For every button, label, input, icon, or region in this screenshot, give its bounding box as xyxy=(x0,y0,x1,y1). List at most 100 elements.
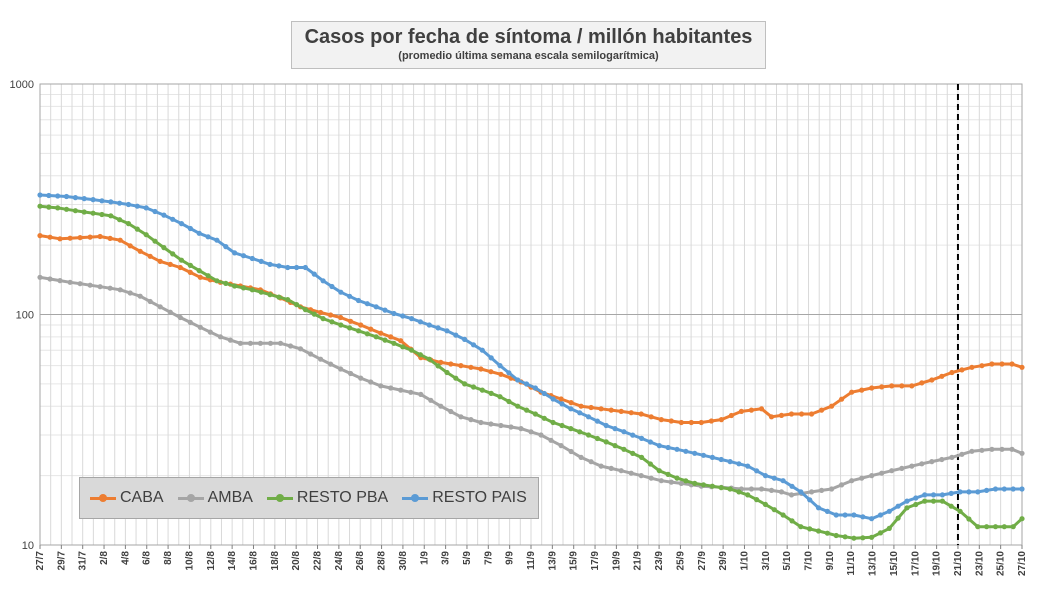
data-point-resto-pba xyxy=(612,443,618,449)
x-tick-label: 21/10 xyxy=(953,551,964,576)
data-point-caba xyxy=(77,235,83,241)
y-tick-label: 10 xyxy=(22,540,34,552)
data-point-resto-pba xyxy=(807,526,813,532)
data-point-resto-pba xyxy=(904,505,910,511)
x-tick-label: 29/7 xyxy=(56,551,67,571)
data-point-amba xyxy=(448,408,454,415)
data-point-caba xyxy=(688,419,694,426)
data-point-resto-pais xyxy=(347,293,353,299)
data-point-resto-pais xyxy=(497,363,503,369)
data-point-amba xyxy=(939,456,945,463)
data-point-resto-pba xyxy=(37,203,43,209)
data-point-resto-pais xyxy=(904,498,910,504)
y-tick-label: 1000 xyxy=(10,79,34,91)
data-point-resto-pba xyxy=(214,278,220,284)
data-point-resto-pais xyxy=(391,310,397,317)
data-point-resto-pba xyxy=(143,232,149,238)
data-point-caba xyxy=(949,369,955,376)
data-point-caba xyxy=(358,322,364,328)
data-point-resto-pais xyxy=(647,439,654,445)
data-point-resto-pba xyxy=(727,486,733,492)
data-point-resto-pba xyxy=(656,468,662,474)
data-point-resto-pais xyxy=(1019,486,1025,492)
data-point-resto-pais xyxy=(435,325,441,331)
data-point-caba xyxy=(388,334,394,340)
data-point-resto-pais xyxy=(939,492,946,498)
legend-swatch-amba xyxy=(177,493,204,502)
data-point-resto-pais xyxy=(338,289,344,295)
data-point-resto-pais xyxy=(187,225,193,232)
data-point-resto-pba xyxy=(692,480,698,486)
data-point-resto-pba xyxy=(647,461,654,467)
data-point-resto-pba xyxy=(470,384,477,390)
data-point-resto-pais xyxy=(240,253,247,259)
data-point-caba xyxy=(87,234,93,240)
data-point-resto-pais xyxy=(267,261,273,267)
data-point-amba xyxy=(1009,446,1015,452)
data-point-resto-pais xyxy=(815,505,822,511)
data-point-resto-pais xyxy=(594,418,601,424)
data-point-resto-pba xyxy=(860,535,866,541)
x-tick-label: 20/8 xyxy=(291,551,302,571)
data-point-amba xyxy=(628,470,634,476)
data-point-amba xyxy=(147,298,153,305)
data-point-amba xyxy=(368,379,374,385)
data-point-caba xyxy=(157,258,163,264)
data-point-amba xyxy=(508,424,514,430)
x-tick-label: 13/10 xyxy=(868,551,879,576)
data-point-resto-pais xyxy=(700,452,707,458)
data-point-resto-pba xyxy=(780,512,786,518)
legend-swatch-resto-pais xyxy=(402,493,429,502)
data-point-resto-pba xyxy=(258,289,264,295)
data-point-resto-pba xyxy=(364,331,370,337)
data-point-amba xyxy=(819,487,825,493)
data-point-caba xyxy=(458,363,464,369)
data-point-resto-pba xyxy=(99,211,105,218)
data-point-resto-pba xyxy=(577,429,583,435)
data-point-resto-pba xyxy=(435,363,441,369)
data-point-amba xyxy=(849,478,855,484)
data-point-resto-pais xyxy=(550,396,556,402)
data-point-caba xyxy=(177,264,183,271)
data-point-resto-pba xyxy=(267,292,273,298)
x-tick-label: 28/8 xyxy=(377,551,388,571)
data-point-resto-pais xyxy=(258,258,264,264)
data-point-resto-pba xyxy=(426,356,432,362)
data-point-amba xyxy=(829,486,835,492)
x-tick-label: 29/9 xyxy=(718,551,729,571)
data-point-amba xyxy=(468,417,474,423)
data-point-caba xyxy=(698,419,704,426)
data-point-resto-pais xyxy=(869,516,875,522)
x-tick-label: 3/10 xyxy=(761,551,772,571)
x-tick-label: 7/10 xyxy=(804,551,815,571)
data-point-resto-pba xyxy=(939,498,946,504)
data-point-resto-pba xyxy=(382,337,388,343)
data-point-amba xyxy=(177,314,183,321)
data-point-resto-pba xyxy=(117,217,123,223)
data-point-amba xyxy=(57,278,63,284)
chart-title: Casos por fecha de síntoma / millón habi… xyxy=(304,26,753,48)
data-point-caba xyxy=(1009,361,1015,367)
data-point-resto-pba xyxy=(417,352,423,358)
data-point-resto-pba xyxy=(948,503,954,509)
data-point-amba xyxy=(237,340,243,346)
data-point-resto-pais xyxy=(161,212,167,218)
data-point-caba xyxy=(378,330,384,336)
x-tick-label: 24/8 xyxy=(334,551,345,571)
data-point-resto-pais xyxy=(479,347,485,353)
data-point-resto-pba xyxy=(285,297,291,303)
data-point-resto-pba xyxy=(745,492,751,498)
data-point-resto-pais xyxy=(913,495,919,501)
data-point-resto-pais xyxy=(780,478,786,484)
data-point-amba xyxy=(528,429,534,435)
data-point-caba xyxy=(318,309,324,316)
data-point-amba xyxy=(267,340,274,346)
data-point-resto-pais xyxy=(532,385,539,391)
data-point-amba xyxy=(217,334,223,340)
data-point-resto-pba xyxy=(161,245,167,251)
data-point-amba xyxy=(277,340,284,346)
data-point-resto-pba xyxy=(992,524,999,530)
data-point-amba xyxy=(308,351,314,357)
data-point-amba xyxy=(518,426,524,432)
x-tick-label: 23/9 xyxy=(654,551,665,571)
